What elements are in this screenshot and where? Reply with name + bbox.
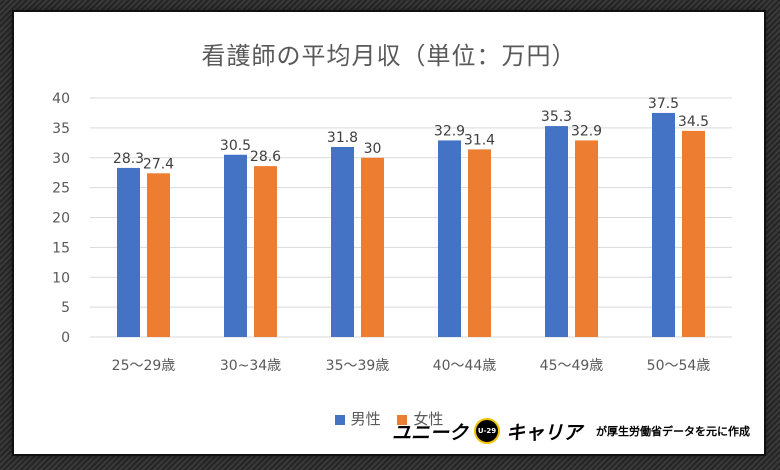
y-tick-label: 10 [52,270,70,286]
x-tick-label: 50～54歳 [647,358,711,374]
y-tick-label: 15 [52,240,70,256]
y-tick-label: 5 [61,300,70,316]
legend-label-female: 女性 [413,410,444,428]
data-label-female: 27.4 [143,156,174,172]
x-tick-label: 45～49歳 [540,358,604,374]
legend-item-male: 男性 [334,408,381,429]
y-tick-label: 0 [61,330,70,346]
data-label-male: 28.3 [113,151,144,167]
data-label-male: 32.9 [434,123,465,139]
y-tick-label: 40 [52,91,70,107]
data-label-female: 32.9 [571,123,602,139]
bar-female [468,149,491,337]
data-label-male: 37.5 [648,96,679,112]
logo-badge-icon: U-29 [473,418,500,444]
chart-title: 看護師の平均月収（単位：万円） [201,42,577,70]
bar-male [545,126,568,338]
bar-female [361,157,384,337]
bar-male [331,146,354,337]
footer-branding: ユニーク U-29 キャリア が厚生労働省データを元に作成 [392,414,750,448]
legend: 男性 女性 [14,408,764,429]
legend-swatch-female [397,414,408,425]
x-tick-label: 30~34歳 [220,358,281,374]
bar-male [438,140,461,337]
bar-male [117,167,140,337]
data-label-female: 34.5 [678,114,709,130]
data-label-female: 31.4 [464,132,495,148]
legend-swatch-male [334,414,345,425]
legend-label-male: 男性 [350,410,381,428]
x-tick-label: 40～44歳 [433,358,497,374]
bar-male [224,154,247,337]
bar-female [254,166,277,337]
legend-item-female: 女性 [397,408,443,429]
data-label-male: 35.3 [541,109,572,125]
data-label-female: 30 [364,141,382,157]
y-tick-label: 35 [52,121,70,137]
y-tick-label: 25 [52,181,70,197]
y-tick-label: 20 [52,211,70,227]
data-label-male: 31.8 [327,130,358,146]
bar-chart: 0 5 10 15 20 25 30 35 40 28.327.4 25～29歳 30.528.6 30… [52,91,732,374]
x-tick-label: 25～29歳 [112,358,176,374]
brand-text-right: キャリア [505,421,582,444]
data-label-male: 30.5 [220,138,251,154]
brand-text-left: ユニーク [391,421,468,444]
y-tick-label: 30 [52,151,70,167]
bar-female [147,173,170,337]
bar-female [575,140,598,337]
bar-female [682,130,705,337]
x-tick-label: 35～39歳 [326,358,390,374]
chart-panel: 看護師の平均月収（単位：万円） 0 5 10 15 20 25 30 35 40 28.3 27.4… [14,12,764,454]
data-label-female: 28.6 [250,149,281,165]
source-note: が厚生労働省データを元に作成 [596,425,750,438]
bar-male [652,112,675,337]
